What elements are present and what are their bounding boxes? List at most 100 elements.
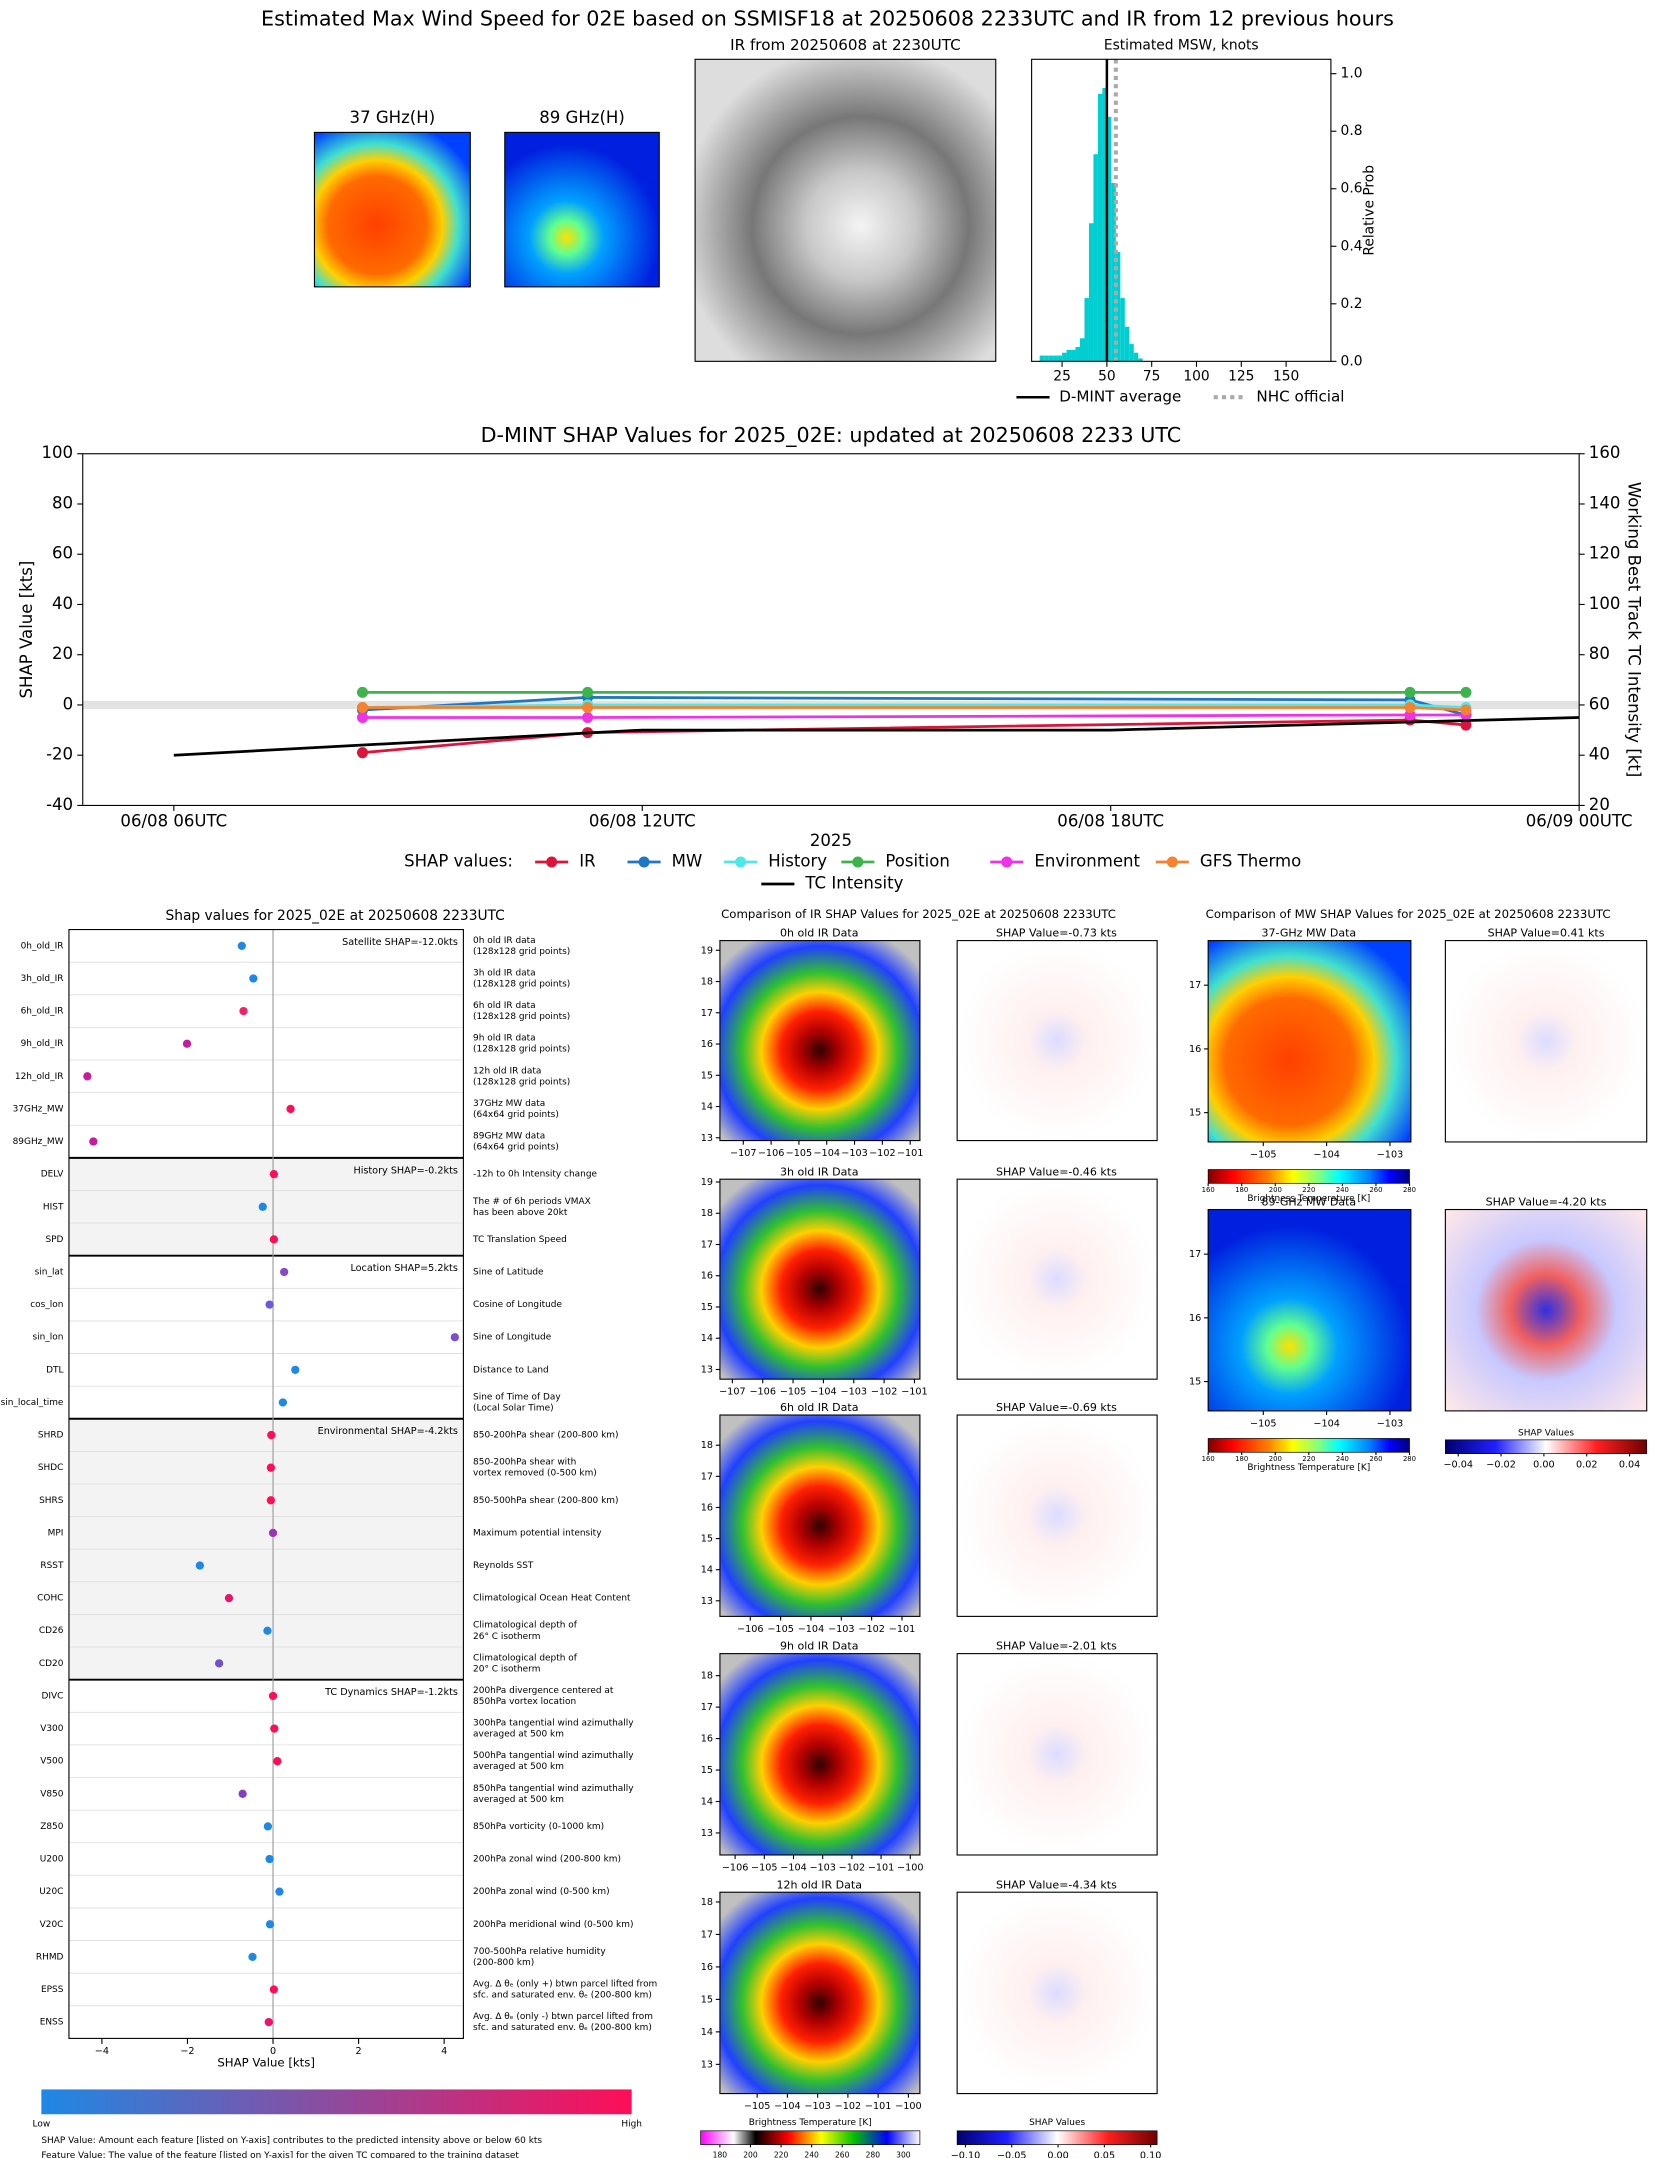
feature-dot — [224, 1593, 234, 1603]
x-tick-label: 0 — [270, 2046, 276, 2057]
colorbar-label: Brightness Temperature [K] — [749, 2118, 872, 2128]
x-tick-label: 75 — [1143, 369, 1161, 385]
x-tick-label: −101 — [889, 1624, 915, 1635]
histogram-bar — [1044, 355, 1049, 362]
feature-label: 6h_old_IR — [21, 1007, 64, 1017]
feature-description: Cosine of Longitude — [473, 1300, 562, 1310]
y-tick-label: 14 — [701, 1565, 713, 1576]
x-axis-label: 2025 — [810, 831, 852, 850]
y-tick-label: 13 — [701, 1596, 713, 1607]
feature-label: 12h_old_IR — [15, 1072, 64, 1082]
colorbar — [956, 2130, 1158, 2145]
feature-dot — [278, 1398, 288, 1407]
colorbar-tick-label: 280 — [1403, 1455, 1416, 1463]
x-tick-label: −105 — [751, 1862, 777, 1873]
feature-dot — [266, 1463, 276, 1472]
feature-dot — [264, 2017, 273, 2027]
feature-description: 500hPa tangential wind azimuthally — [473, 1751, 634, 1761]
y-tick-label: 13 — [701, 2059, 713, 2070]
y-tick-label: 18 — [701, 1208, 713, 1219]
feature-label: Z850 — [40, 1822, 64, 1832]
feature-dot — [265, 1300, 274, 1309]
feature-description: Sine of Latitude — [473, 1267, 544, 1277]
colorbar-tick-label: 240 — [804, 2151, 819, 2158]
x-tick-label: 4 — [441, 2046, 447, 2057]
legend-label: IR — [579, 851, 596, 870]
feature-description: (128x128 grid points) — [473, 979, 570, 989]
colorbar-tick-label: 180 — [713, 2151, 728, 2158]
x-tick-label: −104 — [774, 2101, 800, 2112]
feature-label: 0h_old_IR — [21, 941, 64, 951]
colorbar-tick-label: 180 — [1235, 1455, 1248, 1463]
legend-label: TC Intensity — [804, 874, 903, 893]
colorbar-tick-label: −0.05 — [997, 2151, 1027, 2158]
y-tick-label: 0 — [63, 694, 74, 713]
feature-description: (128x128 grid points) — [473, 947, 570, 957]
group-title: TC Dynamics SHAP=-1.2kts — [324, 1687, 458, 1698]
panel-title: IR from 20250608 at 2230UTC — [730, 36, 961, 54]
feature-description: 850-500hPa shear (200-800 km) — [473, 1496, 618, 1506]
footnote: SHAP Value: Amount each feature [listed … — [41, 2136, 542, 2146]
feature-dot — [195, 1561, 205, 1570]
colorbar-tick-label: 160 — [1202, 1455, 1215, 1463]
x-tick-label: −105 — [1250, 1149, 1276, 1160]
y-tick-label: 17 — [1189, 980, 1201, 991]
feature-description: (Local Solar Time) — [473, 1403, 554, 1413]
feature-description: 300hPa tangential wind azimuthally — [473, 1719, 634, 1729]
feature-description: 850-200hPa shear with — [473, 1458, 576, 1468]
feature-label: ENSS — [40, 2018, 64, 2028]
feature-dot — [266, 1496, 276, 1505]
feature-label: 9h_old_IR — [21, 1039, 64, 1049]
ir-image — [719, 940, 921, 1142]
x-tick-label: 50 — [1098, 369, 1116, 385]
shap-title: SHAP Value=0.41 kts — [1488, 927, 1605, 940]
x-tick-label: −104 — [780, 1862, 806, 1873]
feature-label: SHRS — [39, 1496, 64, 1506]
legend-marker — [852, 856, 864, 868]
y-tick-label: 18 — [701, 1897, 713, 1908]
colorbar-tick-label: 160 — [1202, 1186, 1215, 1194]
group-title: Location SHAP=5.2kts — [350, 1263, 457, 1274]
y-tick-label: 15 — [701, 1994, 713, 2005]
y-tick-label: 16 — [701, 1502, 713, 1513]
histogram-bar — [1115, 252, 1121, 362]
feature-description: 200hPa zonal wind (0-500 km) — [473, 1887, 610, 1897]
colorbar — [1445, 1439, 1648, 1454]
feature-description: 850-200hPa shear (200-800 km) — [473, 1431, 618, 1441]
legend-marker — [1001, 856, 1013, 868]
y-tick-label: 16 — [1189, 1313, 1201, 1324]
image-title: 0h old IR Data — [780, 927, 858, 940]
colorbar-tick-label: 280 — [866, 2151, 881, 2158]
y-tick-label: 15 — [1189, 1108, 1201, 1119]
feature-description: Climatological depth of — [473, 1621, 578, 1631]
feature-label: CD26 — [39, 1626, 64, 1636]
x-tick-label: −105 — [744, 2101, 770, 2112]
shap-map — [956, 1414, 1158, 1617]
y-tick-label: -20 — [46, 745, 73, 764]
shap-title: SHAP Value=-4.20 kts — [1486, 1196, 1607, 1209]
ir-image — [719, 1653, 921, 1856]
y2-tick-label: 20 — [1589, 795, 1610, 814]
y-tick-label: 0.4 — [1341, 238, 1363, 254]
x-tick-label: −102 — [858, 1624, 884, 1635]
histogram-bar — [1102, 88, 1107, 362]
y-tick-label: 14 — [701, 1796, 713, 1807]
x-tick-label: 25 — [1053, 369, 1071, 385]
x-tick-label: −100 — [895, 2101, 921, 2112]
y-tick-label: 0.0 — [1341, 353, 1363, 369]
feature-dot — [239, 1006, 248, 1016]
feature-description: 6h old IR data — [473, 1001, 536, 1011]
y-tick-label: 17 — [701, 1239, 713, 1250]
canvas: Estimated Max Wind Speed for 02E based o… — [1, 6, 1648, 2158]
x-tick-label: −106 — [749, 1387, 775, 1398]
colorbar-tick-label: 0.05 — [1094, 2151, 1115, 2158]
feature-description: Distance to Land — [473, 1365, 549, 1375]
y-tick-label: 17 — [701, 1008, 713, 1019]
x-tick-label: −106 — [737, 1624, 763, 1635]
feature-description: sfc. and saturated env. θₑ (200-800 km) — [473, 2023, 652, 2033]
feature-description: 850hPa vorticity (0-1000 km) — [473, 1822, 604, 1832]
x-tick-label: −101 — [901, 1387, 927, 1398]
y-tick-label: 17 — [701, 1471, 713, 1482]
y2-tick-label: 40 — [1589, 745, 1610, 764]
